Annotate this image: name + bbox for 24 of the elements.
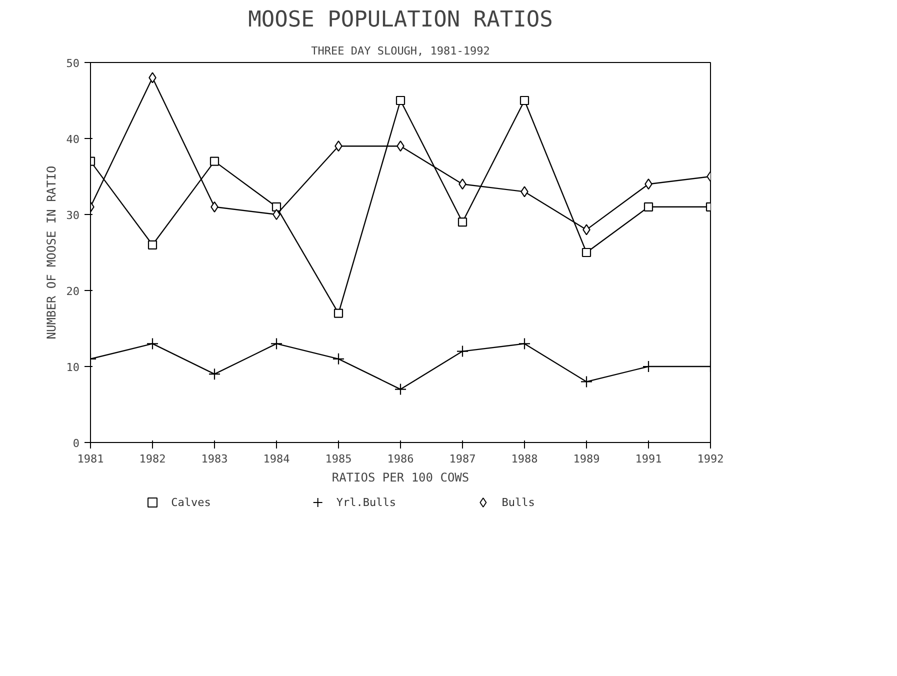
y-tick-label: 40	[66, 133, 80, 146]
y-tick-label: 0	[72, 437, 80, 450]
x-axis-title: RATIOS PER 100 COWS	[332, 470, 470, 484]
x-tick-label: 1985	[325, 452, 352, 466]
x-tick-label: 1992	[697, 452, 724, 466]
chart-title: MOOSE POPULATION RATIOS	[248, 8, 553, 32]
x-tick-label: 1986	[387, 452, 414, 466]
y-tick-label: 10	[66, 361, 80, 374]
x-tick-label: 1987	[449, 452, 476, 466]
y-axis-title: NUMBER OF MOOSE IN RATIO	[44, 166, 58, 340]
x-tick-label: 1988	[511, 452, 538, 466]
legend-label: Bulls	[502, 496, 535, 509]
x-tick-label: 1982	[139, 452, 166, 466]
x-tick-label: 1989	[573, 452, 600, 466]
chart-subtitle: THREE DAY SLOUGH, 1981-1992	[311, 44, 490, 58]
y-tick-label: 20	[66, 285, 80, 298]
x-tick-label: 1981	[77, 452, 104, 466]
legend-label: Calves	[171, 496, 211, 509]
x-tick-label: 1991	[635, 452, 662, 466]
x-tick-label: 1984	[263, 452, 290, 466]
legend-label: Yrl.Bulls	[336, 496, 396, 509]
x-tick-label: 1983	[201, 452, 228, 466]
y-tick-label: 50	[66, 57, 80, 70]
y-tick-label: 30	[66, 209, 80, 222]
